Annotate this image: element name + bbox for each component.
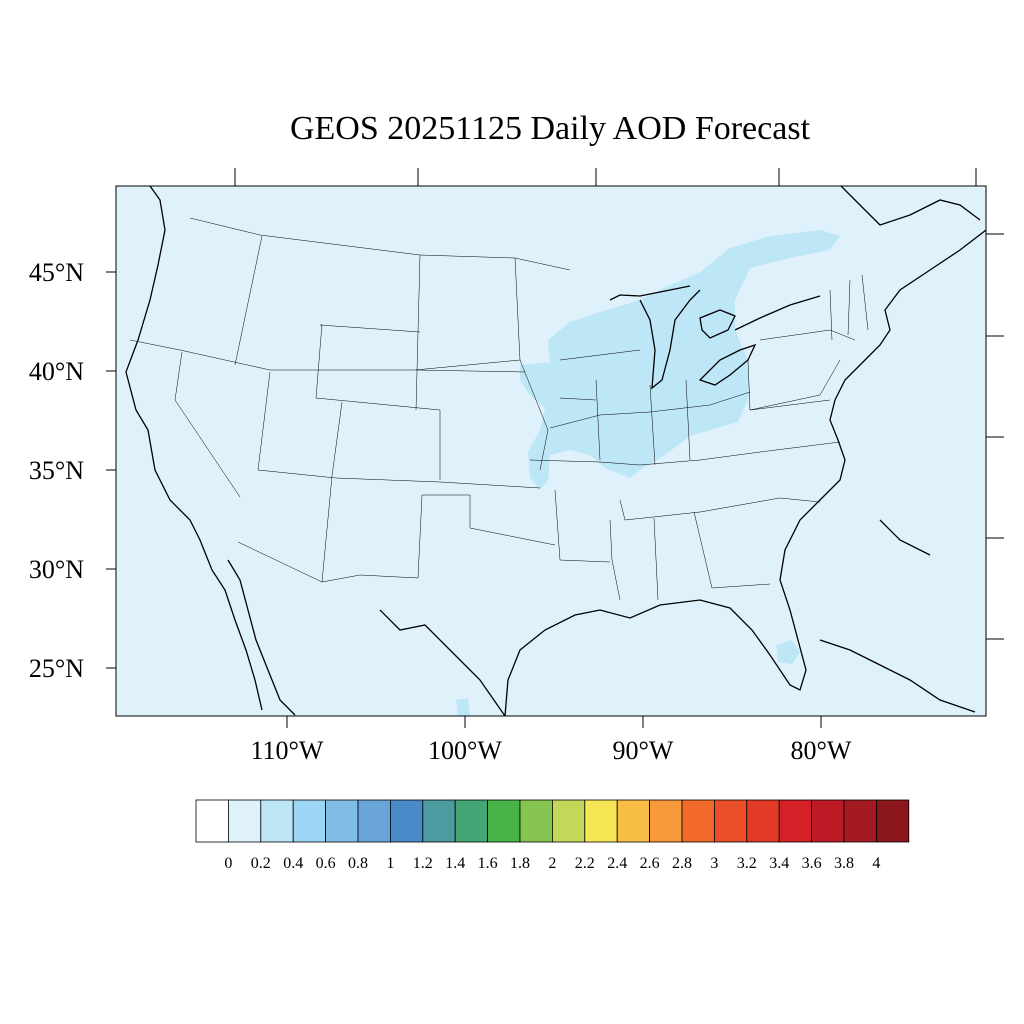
state-borders: [129, 217, 869, 601]
lon-label-80w: 80°W: [790, 736, 852, 765]
colorbar-swatch: [260, 799, 294, 843]
colorbar-swatch: [616, 799, 651, 843]
colorbar-swatch: [649, 799, 683, 843]
colorbar-swatch: [292, 799, 327, 843]
colorbar-label: 0: [224, 855, 233, 872]
colorbar-swatch: [552, 799, 586, 843]
colorbar-swatch: [227, 799, 262, 843]
colorbar-swatch: [584, 799, 618, 843]
colorbar-label: 0.2: [250, 855, 271, 872]
axis-ticks: [106, 168, 1004, 728]
lon-label-110w: 110°W: [250, 736, 324, 765]
colorbar-label: 2.6: [639, 855, 660, 872]
colorbar-label: 4: [872, 855, 881, 872]
colorbar-label: 1.2: [412, 855, 433, 872]
map-title: GEOS 20251125 Daily AOD Forecast: [289, 110, 811, 147]
lat-label-30: 30°N: [28, 555, 84, 584]
colorbar-label: 2.8: [672, 855, 692, 872]
colorbar-swatch: [714, 799, 748, 843]
colorbar-label: 3.8: [834, 855, 854, 872]
colorbar-label: 0.4: [283, 855, 304, 872]
aod-region-great-lakes: [520, 230, 840, 490]
coastlines: [125, 186, 986, 716]
colorbar-swatch: [325, 799, 359, 843]
lon-label-100w: 100°W: [428, 736, 502, 765]
colorbar-label: 1.6: [477, 855, 498, 872]
lon-label-90w: 90°W: [612, 736, 674, 765]
colorbar-swatch: [876, 799, 910, 843]
aod-region-florida: [776, 640, 800, 664]
colorbar-label: 1.8: [510, 855, 530, 872]
colorbar-label: 3.4: [769, 855, 790, 872]
colorbar-swatch: [811, 799, 845, 843]
map-frame: [115, 185, 987, 717]
colorbar-label: 1: [386, 855, 395, 872]
lat-label-35: 35°N: [28, 456, 84, 485]
colorbar-swatch: [422, 799, 456, 843]
colorbar-swatch: [195, 799, 229, 843]
colorbar-label: 3.6: [801, 855, 822, 872]
colorbar-label: 0.6: [315, 855, 336, 872]
colorbar-swatch: [681, 799, 715, 843]
colorbar-swatch: [357, 799, 391, 843]
lat-label-45: 45°N: [28, 258, 84, 287]
lat-label-40: 40°N: [28, 357, 84, 386]
colorbar-swatch: [454, 799, 489, 843]
colorbar-swatch: [843, 799, 877, 843]
colorbar-label: 2: [548, 855, 557, 872]
colorbar: [195, 799, 910, 843]
lat-label-25: 25°N: [28, 654, 84, 683]
colorbar-swatch: [778, 799, 813, 843]
colorbar-label: 2.2: [574, 855, 595, 872]
colorbar-label: 0.8: [348, 855, 368, 872]
colorbar-swatch: [746, 799, 780, 843]
colorbar-label: 2.4: [607, 855, 628, 872]
aod-elevated-areas: [456, 230, 840, 716]
colorbar-swatch: [389, 799, 424, 843]
colorbar-swatch: [519, 799, 553, 843]
aod-region-texas-border: [456, 698, 470, 716]
map-boundaries: [125, 186, 986, 716]
colorbar-swatch: [487, 799, 521, 843]
colorbar-label: 1.4: [445, 855, 466, 872]
colorbar-label: 3: [710, 855, 719, 872]
colorbar-label: 3.2: [736, 855, 757, 872]
